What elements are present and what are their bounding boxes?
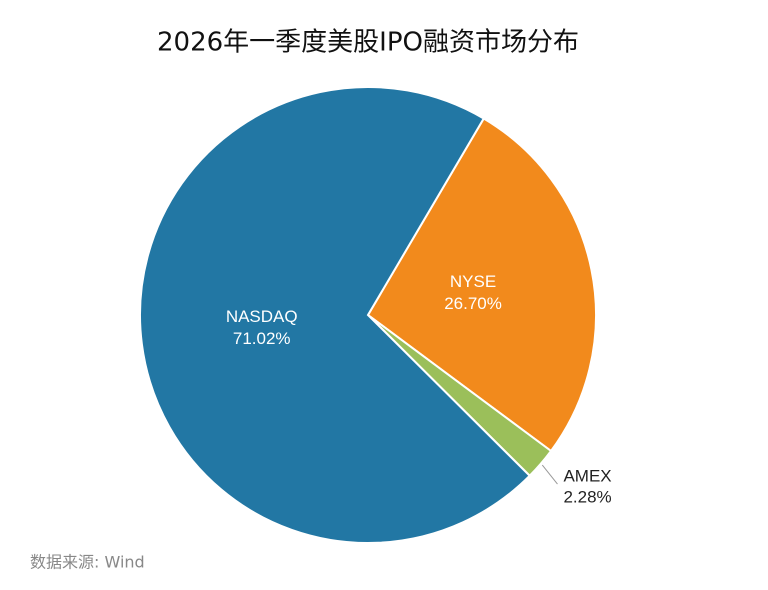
slice-value-label: 2.28%	[563, 488, 611, 507]
source-note: 数据来源: Wind	[30, 553, 145, 572]
slice-label: NASDAQ	[226, 307, 298, 326]
slice-label: NYSE	[450, 272, 496, 291]
pie-slice	[139, 86, 532, 544]
leader-line	[541, 464, 558, 485]
chart-title: 2026年一季度美股IPO融资市场分布	[157, 28, 579, 58]
slice-value-label: 71.02%	[233, 329, 291, 348]
pie-slice	[366, 117, 597, 453]
slice-label: AMEX	[563, 467, 611, 486]
slice-value-label: 26.70%	[444, 294, 502, 313]
